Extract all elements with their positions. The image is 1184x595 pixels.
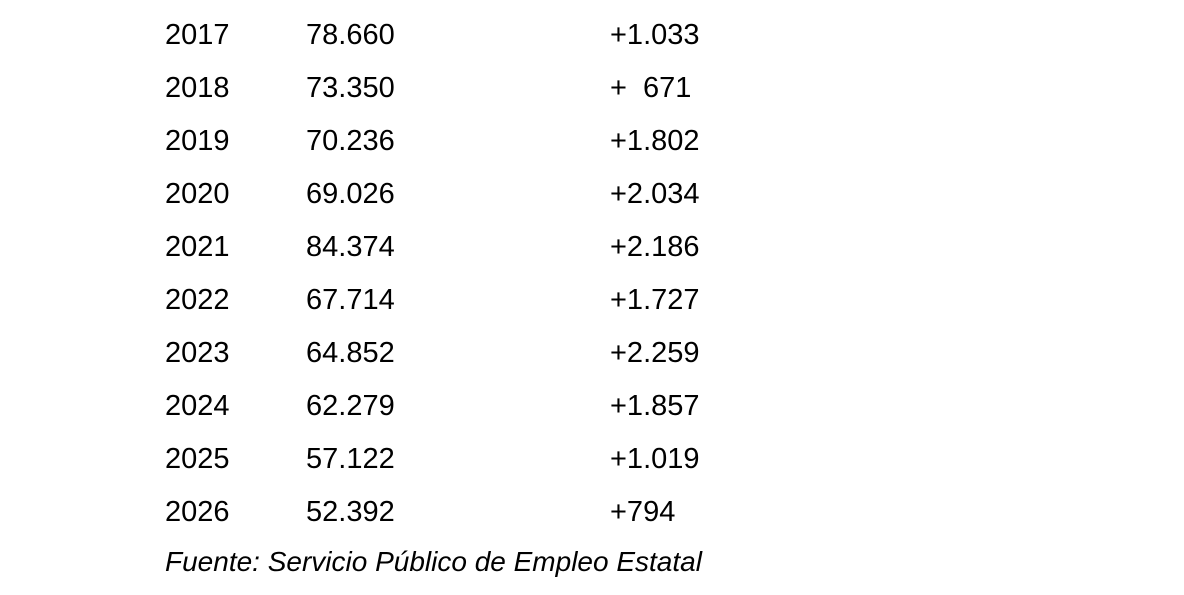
table-row: 2018 73.350 + 671 bbox=[0, 62, 700, 115]
data-table: 2017 78.660 +1.033 2018 73.350 + 671 201… bbox=[0, 9, 700, 539]
delta-cell: + 671 bbox=[610, 72, 692, 104]
table-row: 2020 69.026 +2.034 bbox=[0, 168, 700, 221]
value-cell: 64.852 bbox=[306, 337, 395, 369]
delta-cell: +1.857 bbox=[610, 390, 700, 422]
delta-cell: +1.802 bbox=[610, 125, 700, 157]
value-cell: 57.122 bbox=[306, 443, 395, 475]
year-cell: 2025 bbox=[165, 443, 230, 475]
value-cell: 67.714 bbox=[306, 284, 395, 316]
year-cell: 2018 bbox=[165, 72, 230, 104]
year-cell: 2021 bbox=[165, 231, 230, 263]
value-cell: 70.236 bbox=[306, 125, 395, 157]
delta-cell: +2.186 bbox=[610, 231, 700, 263]
year-cell: 2020 bbox=[165, 178, 230, 210]
delta-cell: +1.019 bbox=[610, 443, 700, 475]
year-cell: 2023 bbox=[165, 337, 230, 369]
value-cell: 73.350 bbox=[306, 72, 395, 104]
table-row: 2024 62.279 +1.857 bbox=[0, 380, 700, 433]
delta-cell: +794 bbox=[610, 496, 676, 528]
table-row: 2025 57.122 +1.019 bbox=[0, 433, 700, 486]
table-row: 2023 64.852 +2.259 bbox=[0, 327, 700, 380]
value-cell: 84.374 bbox=[306, 231, 395, 263]
delta-cell: +1.033 bbox=[610, 19, 700, 51]
delta-cell: +2.259 bbox=[610, 337, 700, 369]
table-row: 2019 70.236 +1.802 bbox=[0, 115, 700, 168]
value-cell: 52.392 bbox=[306, 496, 395, 528]
delta-cell: +2.034 bbox=[610, 178, 700, 210]
source-note: Fuente: Servicio Público de Empleo Estat… bbox=[165, 546, 702, 577]
delta-cell: +1.727 bbox=[610, 284, 700, 316]
value-cell: 78.660 bbox=[306, 19, 395, 51]
value-cell: 69.026 bbox=[306, 178, 395, 210]
value-cell: 62.279 bbox=[306, 390, 395, 422]
year-cell: 2017 bbox=[165, 19, 230, 51]
table-row: 2026 52.392 +794 bbox=[0, 486, 700, 539]
year-cell: 2022 bbox=[165, 284, 230, 316]
year-cell: 2019 bbox=[165, 125, 230, 157]
table-row: 2021 84.374 +2.186 bbox=[0, 221, 700, 274]
year-cell: 2026 bbox=[165, 496, 230, 528]
year-cell: 2024 bbox=[165, 390, 230, 422]
table-row: 2017 78.660 +1.033 bbox=[0, 9, 700, 62]
table-row: 2022 67.714 +1.727 bbox=[0, 274, 700, 327]
